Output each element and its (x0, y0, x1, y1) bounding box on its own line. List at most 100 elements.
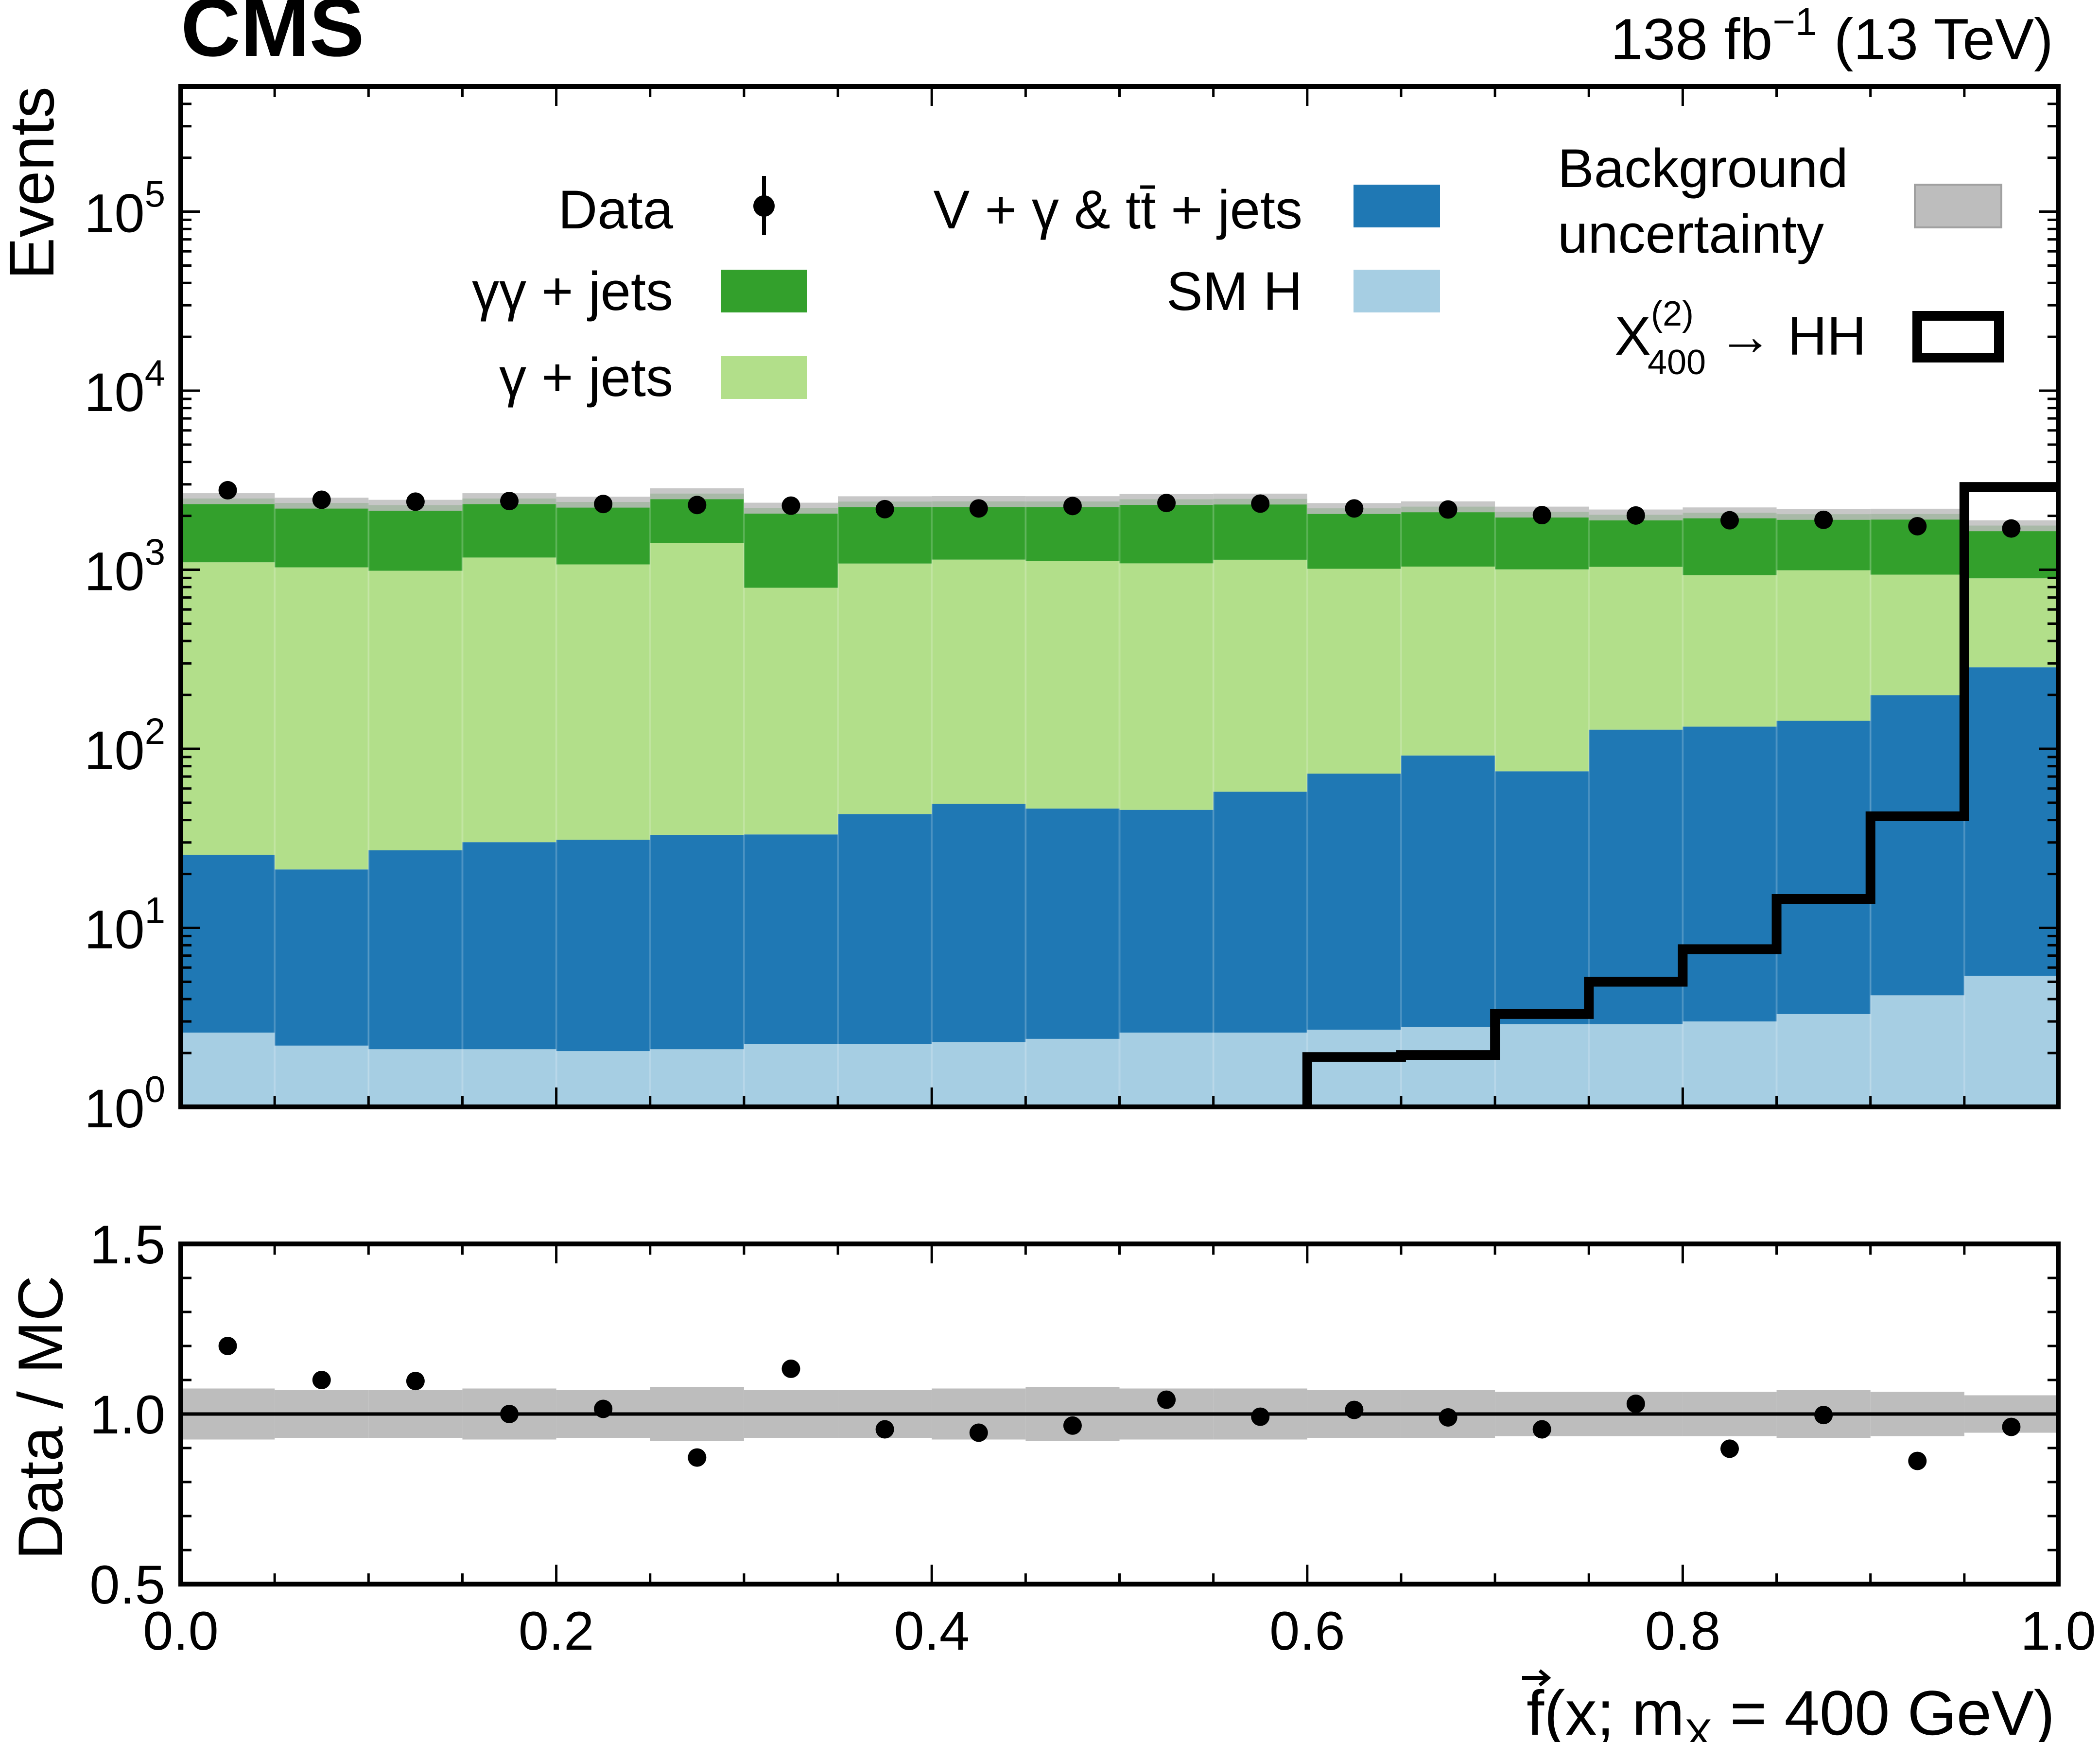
ratio-y-tick-label: 0.5 (89, 1554, 165, 1615)
stack-bar (1307, 774, 1401, 1030)
stack-bar (275, 503, 369, 568)
ratio-point (1157, 1390, 1176, 1409)
stack-bar (556, 1051, 650, 1107)
main-frame (178, 84, 2061, 1109)
stack-bar (1683, 726, 1777, 1022)
stack-bar (1119, 1033, 1214, 1107)
data-point (1908, 517, 1927, 535)
legend-vg-label: V + γ & tt̄ + jets (934, 179, 1302, 240)
legend-uncertainty-line2: uncertainty (1558, 204, 1824, 264)
stack-bar (556, 564, 650, 840)
stack-bar (1401, 566, 1495, 756)
stack-bar (1025, 1038, 1120, 1107)
stack-bar (932, 804, 1026, 1042)
y-tick-base: 10 (84, 362, 145, 423)
stack-bar (556, 840, 650, 1052)
stack-bar (650, 834, 744, 1050)
stack-bar (744, 1044, 838, 1107)
y-tick-base: 10 (84, 720, 145, 781)
data-point (1626, 506, 1645, 525)
lumi-label: 138 fb−1 (13 TeV) (1611, 0, 2053, 72)
stack-bar (1495, 1024, 1589, 1107)
ratio-axis-ticks: 0.5 1.0 1.5 0.0 0.2 0.4 0.6 0.8 1.0 (89, 1214, 2096, 1661)
stack-bar (181, 855, 275, 1033)
stack-bar (1589, 1024, 1683, 1107)
ratio-point (594, 1399, 613, 1418)
stack-bar (1401, 755, 1495, 1027)
ratio-point (406, 1372, 425, 1391)
ratio-y-axis-label: Data / MC (5, 1276, 76, 1560)
legend-vg-swatch (1354, 185, 1440, 227)
ratio-point (688, 1448, 707, 1467)
x-tick-label: 1.0 (2020, 1601, 2096, 1661)
stack-bar (1964, 976, 2058, 1107)
legend-data-marker (753, 195, 775, 217)
legend-signal-base: X (1614, 306, 1651, 366)
legend-g-swatch (721, 356, 807, 399)
legend-uncertainty-swatch (1914, 184, 2002, 228)
x-tick-label: 0.4 (894, 1601, 970, 1661)
data-points (218, 481, 2021, 538)
stack-bar (838, 1044, 932, 1107)
energy-label: (13 TeV) (1834, 7, 2053, 72)
stack-bar (650, 1049, 744, 1107)
data-point (1814, 510, 1833, 529)
x-tick-label: 0.0 (143, 1601, 219, 1661)
stack-bar (1776, 570, 1871, 721)
legend-signal-sub: 400 (1648, 343, 1706, 382)
stack-bar (275, 1045, 369, 1107)
y-tick-label: 103 (84, 532, 165, 602)
stack-bar (1119, 810, 1214, 1033)
uncertainty-box (650, 488, 744, 500)
stack-bar (1213, 792, 1307, 1033)
stack-bar (1870, 995, 1964, 1107)
y-tick-base: 10 (84, 183, 145, 244)
data-point (2002, 519, 2021, 538)
stack-bar (1776, 721, 1871, 1014)
data-point (1720, 511, 1739, 530)
data-point (218, 481, 237, 500)
data-point (594, 495, 613, 514)
y-tick-exp: 5 (145, 174, 165, 215)
ratio-point (1720, 1439, 1739, 1458)
data-point (1251, 494, 1270, 513)
stack-bar (838, 563, 932, 814)
ratio-y-tick-label: 1.0 (89, 1384, 165, 1445)
x-tick-label: 0.6 (1269, 1601, 1345, 1661)
x-label-vector-arrowhead (1538, 1669, 1551, 1687)
stack-bar (1025, 561, 1120, 809)
legend-gg-label: γγ + jets (472, 261, 673, 322)
x-label-mid: ; m (1597, 1677, 1685, 1742)
x-tick-label: 0.8 (1645, 1601, 1721, 1661)
stack-bar (462, 1049, 556, 1107)
stack-bar (1307, 1030, 1401, 1107)
stack-bar (1213, 1033, 1307, 1107)
y-tick-exp: 3 (145, 532, 165, 573)
stack-bar (368, 505, 463, 571)
ratio-frame (178, 1242, 2061, 1587)
stack-bar (1589, 729, 1683, 1024)
legend-data-label: Data (558, 179, 673, 240)
stack-bar (1213, 559, 1307, 792)
stack-bar (650, 543, 744, 835)
y-tick-label: 105 (84, 174, 165, 244)
data-point (1532, 506, 1551, 525)
stack-bar (1119, 563, 1214, 810)
y-tick-base: 10 (84, 1078, 145, 1139)
stack-bar (1025, 808, 1120, 1039)
y-tick-label: 104 (84, 353, 165, 423)
ratio-point (1532, 1420, 1551, 1439)
data-point (781, 496, 800, 515)
legend: Data γγ + jets γ + jets V + γ & tt̄ + je… (472, 138, 2004, 408)
stack-bar (1683, 575, 1777, 727)
y-tick-exp: 0 (145, 1069, 165, 1110)
legend-uncertainty-line1: Background (1558, 138, 1848, 199)
ratio-point (2002, 1417, 2021, 1436)
data-point (1157, 494, 1176, 513)
signal-step-line (1302, 482, 2058, 1107)
y-tick-label: 101 (84, 890, 165, 960)
ratio-point (218, 1337, 237, 1355)
stack-bar (1964, 578, 2058, 668)
uncertainty-box (1870, 508, 1964, 520)
ratio-panel: 0.5 1.0 1.5 0.0 0.2 0.4 0.6 0.8 1.0 Data / MC f(… (5, 1214, 2096, 1742)
